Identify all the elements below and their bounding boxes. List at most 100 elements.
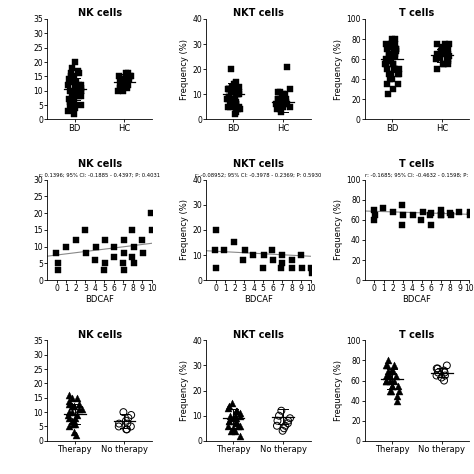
Point [437, 206, 445, 214]
Point [383, 362, 390, 369]
Point [54, 260, 62, 267]
Point [68, 408, 76, 416]
Point [68, 402, 75, 410]
Point [225, 93, 233, 100]
Point [434, 40, 441, 48]
Point [72, 78, 79, 86]
Point [385, 50, 392, 58]
Point [445, 57, 452, 65]
Point [75, 92, 82, 100]
Point [119, 84, 127, 91]
Point [400, 211, 407, 219]
Point [410, 211, 417, 219]
Point [227, 88, 235, 96]
Point [387, 55, 394, 63]
Point [434, 365, 442, 372]
Point [232, 110, 239, 118]
Point [125, 414, 132, 422]
Point [387, 40, 394, 48]
Point [391, 377, 398, 384]
Point [230, 100, 237, 108]
Point [387, 367, 395, 374]
Point [383, 55, 390, 63]
Point [118, 78, 126, 86]
Point [120, 266, 128, 274]
Point [101, 260, 109, 267]
Point [390, 60, 397, 68]
Point [274, 96, 282, 103]
Point [72, 420, 79, 428]
Point [279, 427, 286, 435]
Point [233, 417, 240, 425]
Point [118, 81, 125, 89]
Point [392, 46, 400, 53]
Point [235, 422, 242, 429]
Point [233, 91, 240, 98]
Point [395, 387, 403, 394]
Point [75, 70, 83, 77]
Point [439, 60, 447, 68]
Point [436, 55, 444, 62]
Point [392, 52, 399, 60]
Point [283, 63, 290, 71]
Point [466, 211, 474, 219]
Point [278, 100, 285, 108]
Point [65, 414, 73, 422]
Point [72, 236, 80, 244]
Point [433, 365, 440, 372]
Point [68, 78, 75, 86]
Y-axis label: Frequency (%): Frequency (%) [334, 39, 343, 100]
Point [236, 422, 244, 429]
Point [281, 98, 288, 106]
Point [277, 108, 284, 116]
Point [441, 372, 449, 379]
Point [229, 414, 237, 422]
Point [392, 65, 399, 73]
Point [232, 414, 240, 422]
Point [72, 104, 79, 112]
Point [280, 425, 288, 432]
Point [434, 369, 442, 376]
Point [73, 431, 80, 439]
Point [390, 362, 398, 369]
Point [120, 249, 128, 257]
Point [389, 208, 397, 216]
X-axis label: BDCAF: BDCAF [85, 295, 114, 304]
Point [73, 84, 80, 91]
Y-axis label: Frequency (%): Frequency (%) [334, 200, 343, 260]
Point [385, 50, 393, 58]
Point [444, 55, 452, 63]
Point [70, 417, 78, 425]
Point [68, 96, 76, 103]
Point [391, 46, 398, 53]
Point [444, 46, 451, 53]
Point [77, 101, 85, 109]
Point [140, 249, 147, 257]
Point [77, 87, 85, 94]
Point [65, 397, 73, 404]
Point [100, 266, 108, 274]
Point [73, 411, 81, 419]
Point [249, 251, 256, 259]
Point [232, 78, 240, 85]
Point [278, 98, 286, 106]
Point [284, 417, 292, 425]
Point [81, 226, 88, 234]
Point [383, 81, 391, 88]
Point [370, 216, 377, 224]
Point [71, 428, 78, 436]
Point [391, 40, 399, 48]
Point [228, 83, 236, 91]
Point [147, 210, 155, 217]
Point [392, 46, 400, 53]
Point [384, 57, 392, 65]
Point [115, 423, 123, 430]
Point [68, 64, 75, 72]
Point [231, 103, 239, 110]
Point [379, 204, 387, 211]
Point [226, 93, 233, 100]
Point [277, 106, 284, 113]
Text: r: -0.1685; 95% CI: -0.4632 - 0.1598; P:: r: -0.1685; 95% CI: -0.4632 - 0.1598; P: [365, 173, 469, 178]
Point [466, 208, 474, 216]
Point [232, 407, 240, 414]
